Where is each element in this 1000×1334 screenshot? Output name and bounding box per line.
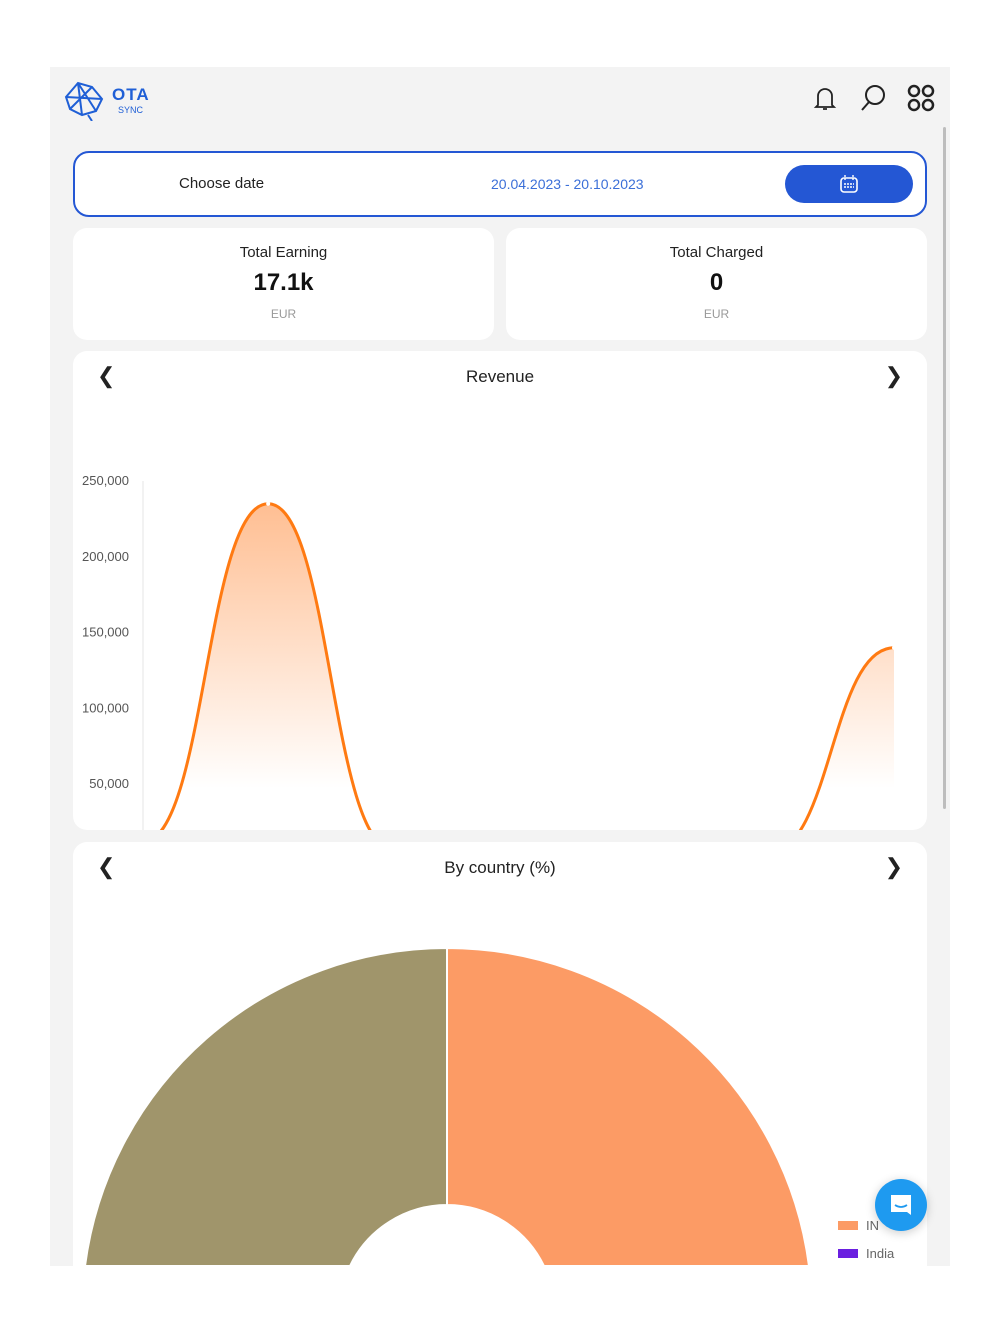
pie-slice-in[interactable] [446, 946, 811, 1266]
country-pie-chart [83, 946, 811, 1266]
scrollbar[interactable] [943, 127, 946, 809]
bell-icon[interactable] [810, 83, 840, 113]
chevron-right-icon[interactable]: ❯ [884, 363, 903, 388]
stat-value: 0 [709, 269, 724, 296]
revenue-title: Revenue [465, 367, 535, 386]
stat-title: Total Charged [669, 244, 764, 261]
calendar-button[interactable] [785, 165, 913, 203]
chat-button[interactable] [875, 1179, 927, 1231]
date-picker[interactable]: Choose date 20.04.2023 - 20.10.2023 [73, 151, 927, 217]
data-point[interactable] [266, 501, 271, 506]
stat-unit: EUR [270, 307, 297, 321]
y-tick-label: 200,000 [82, 549, 129, 564]
total-charged-card: Total Charged 0 EUR [506, 228, 927, 340]
logo[interactable]: OTA SYNC [62, 79, 150, 121]
chat-icon [891, 1195, 911, 1215]
apps-grid-icon[interactable] [906, 83, 936, 113]
logo-text: OTA [112, 85, 150, 104]
chevron-right-icon[interactable]: ❯ [884, 854, 903, 879]
pie-slice-other[interactable] [83, 946, 448, 1266]
legend-item-india[interactable]: India [838, 1246, 894, 1261]
revenue-card: Revenue ❮ ❯ 050,000100,000150,000200,000… [73, 351, 927, 830]
app: OTA SYNC Choose date 20.04.2023 - 20.10.2… [50, 67, 950, 1266]
country-title: By country (%) [444, 858, 556, 877]
chevron-left-icon[interactable]: ❮ [97, 363, 116, 388]
series-area [161, 503, 894, 830]
date-range-value[interactable]: 20.04.2023 - 20.10.2023 [491, 176, 644, 192]
legend-item-in[interactable]: IN [838, 1218, 879, 1233]
logo-subtext: SYNC [118, 105, 144, 115]
date-label: Choose date [179, 175, 265, 192]
country-card: By country (%) ❮ ❯ IN India [73, 842, 927, 1266]
total-earning-card: Total Earning 17.1k EUR [73, 228, 494, 340]
search-icon[interactable] [858, 83, 888, 113]
legend-swatch [838, 1249, 858, 1258]
stat-unit: EUR [703, 307, 730, 321]
chevron-left-icon[interactable]: ❮ [97, 854, 116, 879]
logo-brain-icon [64, 81, 104, 121]
y-tick-label: 250,000 [82, 473, 129, 488]
series-line [159, 502, 895, 830]
calendar-icon [840, 175, 858, 193]
legend-label: India [866, 1246, 895, 1261]
legend-swatch [838, 1221, 858, 1230]
y-tick-label: 50,000 [89, 776, 129, 791]
legend-label: IN [866, 1218, 879, 1233]
stat-title: Total Earning [239, 244, 328, 261]
stat-value: 17.1k [253, 269, 314, 296]
data-point[interactable] [892, 645, 896, 650]
y-tick-label: 100,000 [82, 700, 129, 715]
y-tick-label: 150,000 [82, 625, 129, 640]
